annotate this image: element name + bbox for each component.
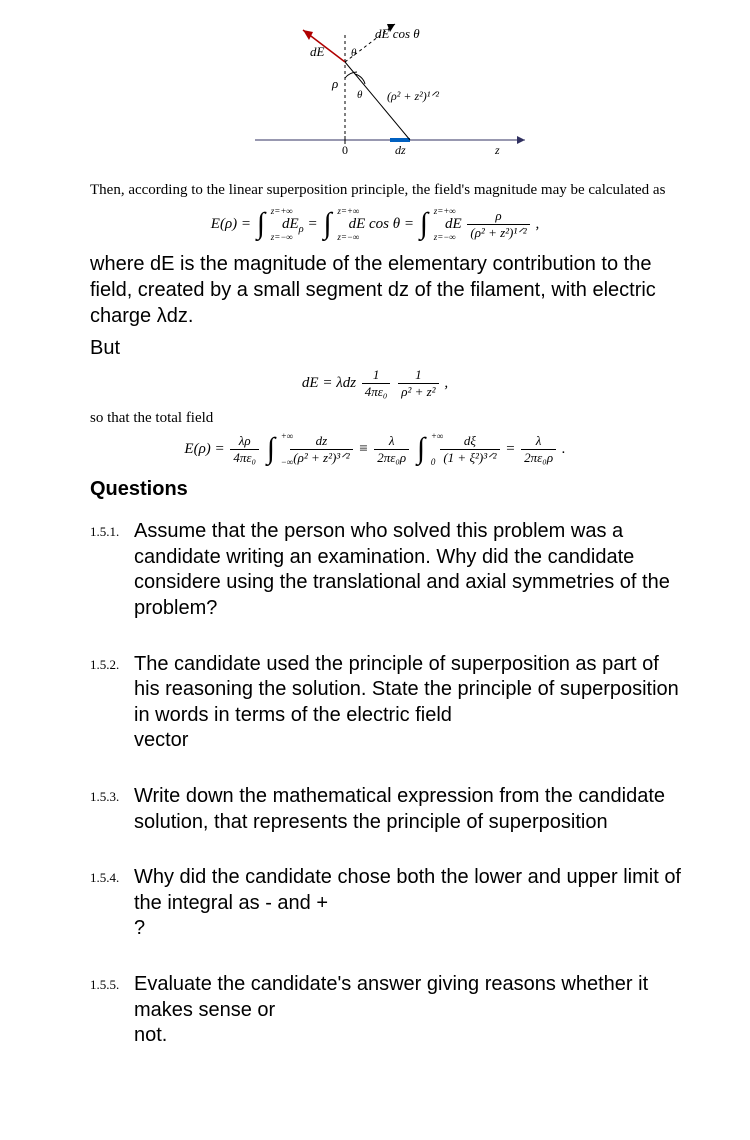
label-rho: ρ [331, 76, 338, 91]
label-zero: 0 [342, 143, 348, 157]
label-z: z [494, 143, 500, 157]
questions-heading: Questions [90, 478, 690, 501]
question-number: 1.5.1. [90, 519, 134, 540]
question-item: 1.5.3.Write down the mathematical expres… [90, 784, 690, 835]
question-item: 1.5.4.Why did the candidate chose both t… [90, 865, 690, 942]
label-dEcos: dE cos θ [375, 26, 420, 41]
question-number: 1.5.2. [90, 652, 134, 673]
question-text: Why did the candidate chose both the low… [134, 865, 684, 942]
question-number: 1.5.3. [90, 784, 134, 805]
question-item: 1.5.1.Assume that the person who solved … [90, 519, 690, 621]
question-number: 1.5.4. [90, 865, 134, 886]
but-text: But [90, 335, 690, 361]
label-dE: dE [310, 44, 325, 59]
question-text: Evaluate the candidate's answer giving r… [134, 972, 684, 1049]
question-text: Write down the mathematical expression f… [134, 784, 684, 835]
question-item: 1.5.2.The candidate used the principle o… [90, 652, 690, 754]
label-theta2: θ [357, 89, 363, 101]
question-number: 1.5.5. [90, 972, 134, 993]
intro-text: Then, according to the linear superposit… [90, 180, 690, 200]
question-item: 1.5.5.Evaluate the candidate's answer gi… [90, 972, 690, 1049]
label-dz: dz [395, 143, 406, 157]
geometry-diagram: dE dE cos θ θ θ ρ (ρ² + z²)¹ᐟ² 0 dz z [195, 20, 555, 170]
label-theta1: θ [351, 47, 357, 59]
equation-1: E(ρ) = ∫z=+∞z=−∞ dEρ = ∫z=+∞z=−∞ dE cos … [60, 208, 690, 241]
explanation-text: where dE is the magnitude of the element… [90, 251, 690, 329]
equation-3: E(ρ) = λρ4πε₀ ∫+∞−∞ dz(ρ² + z²)³ᐟ² ≡ λ2π… [60, 433, 690, 466]
question-text: The candidate used the principle of supe… [134, 652, 684, 754]
so-that-text: so that the total field [90, 410, 690, 427]
eq1-lhs: E(ρ) = [211, 216, 251, 232]
question-text: Assume that the person who solved this p… [134, 519, 684, 621]
equation-2: dE = λdz 14πε₀ 1ρ² + z² , [60, 367, 690, 400]
label-hyp: (ρ² + z²)¹ᐟ² [387, 89, 439, 103]
